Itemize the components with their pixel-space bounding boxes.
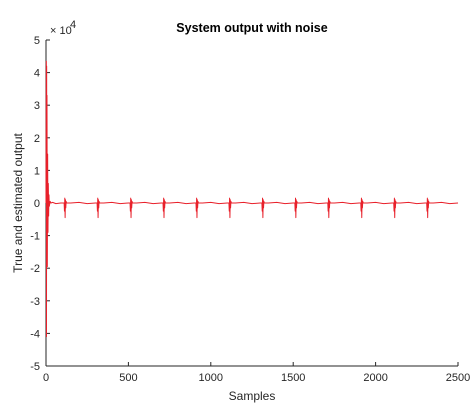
y-tick-label: 4 — [34, 68, 40, 80]
series-line — [45, 60, 459, 338]
y-exponent-label: × 10 — [50, 25, 72, 37]
y-tick-label: 1 — [34, 165, 40, 177]
x-tick-label: 2500 — [446, 372, 470, 384]
y-tick-label: 3 — [34, 100, 40, 112]
y-tick-label: 2 — [34, 133, 40, 145]
x-tick-label: 0 — [43, 372, 49, 384]
x-tick-label: 500 — [119, 372, 137, 384]
x-axis-label: Samples — [229, 389, 276, 403]
y-tick-label: -5 — [30, 361, 40, 373]
y-tick-label: -3 — [30, 296, 40, 308]
x-tick-label: 1500 — [281, 372, 305, 384]
x-tick-label: 1000 — [199, 372, 223, 384]
y-tick-label: -1 — [30, 231, 40, 243]
x-tick-label: 2000 — [363, 372, 387, 384]
y-tick-label: -2 — [30, 263, 40, 275]
y-tick-label: -4 — [30, 328, 40, 340]
y-exponent-power: 4 — [70, 19, 76, 31]
chart-title: System output with noise — [176, 21, 327, 35]
y-tick-label: 5 — [34, 35, 40, 47]
y-tick-label: 0 — [34, 198, 40, 210]
y-axis-label: True and estimated output — [11, 133, 25, 273]
